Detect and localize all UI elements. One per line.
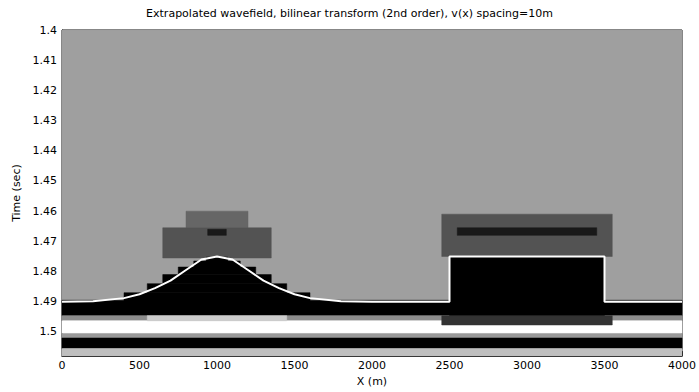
svg-text:4000: 4000 bbox=[668, 359, 696, 372]
svg-text:1.48: 1.48 bbox=[33, 265, 58, 278]
svg-text:1.41: 1.41 bbox=[33, 54, 58, 67]
svg-text:X (m): X (m) bbox=[357, 375, 387, 388]
svg-text:1500: 1500 bbox=[281, 359, 309, 372]
svg-text:1.42: 1.42 bbox=[33, 84, 58, 97]
svg-text:2000: 2000 bbox=[358, 359, 386, 372]
svg-text:Time (sec): Time (sec) bbox=[10, 164, 23, 223]
svg-text:500: 500 bbox=[129, 359, 150, 372]
svg-text:Extrapolated wavefield, biline: Extrapolated wavefield, bilinear transfo… bbox=[146, 7, 553, 20]
svg-text:2500: 2500 bbox=[436, 359, 464, 372]
svg-text:1.45: 1.45 bbox=[33, 174, 58, 187]
svg-text:1.47: 1.47 bbox=[33, 235, 58, 248]
svg-text:3500: 3500 bbox=[591, 359, 619, 372]
svg-text:3000: 3000 bbox=[513, 359, 541, 372]
svg-text:1.4: 1.4 bbox=[40, 24, 58, 37]
svg-text:1.44: 1.44 bbox=[33, 144, 58, 157]
svg-text:1.5: 1.5 bbox=[40, 325, 58, 338]
svg-text:1.43: 1.43 bbox=[33, 114, 58, 127]
svg-text:1000: 1000 bbox=[203, 359, 231, 372]
svg-text:0: 0 bbox=[59, 359, 66, 372]
svg-text:1.49: 1.49 bbox=[33, 295, 58, 308]
svg-text:1.46: 1.46 bbox=[33, 205, 58, 218]
